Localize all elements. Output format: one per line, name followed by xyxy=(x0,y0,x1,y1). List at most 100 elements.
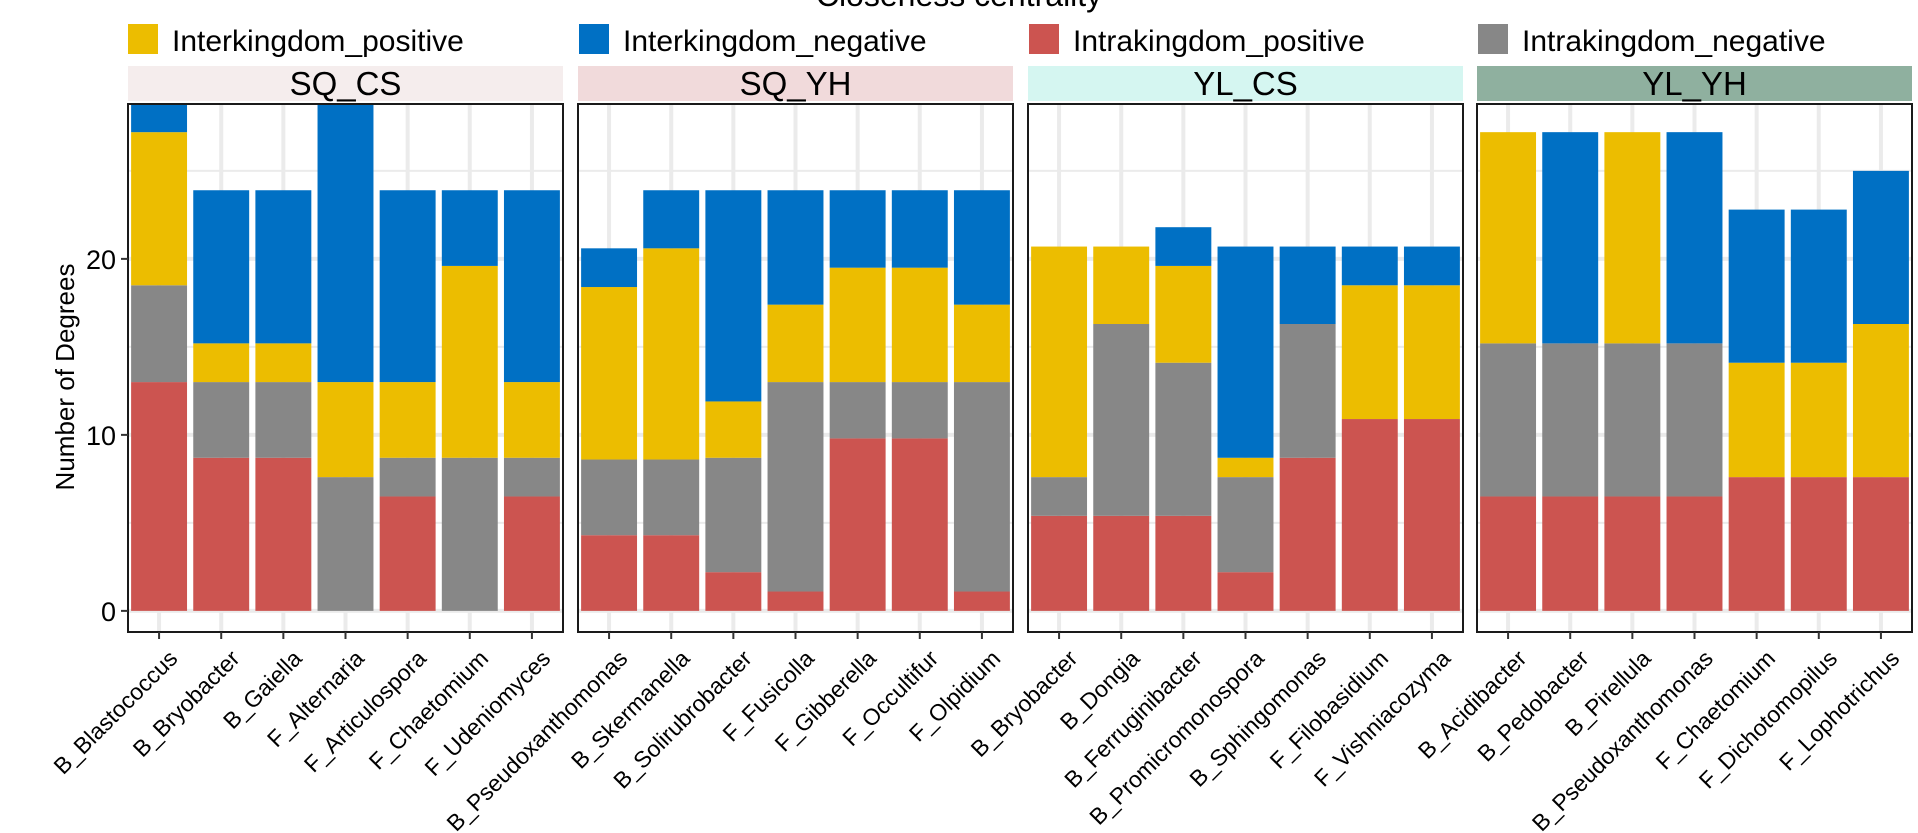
bar-segment-inter-pos xyxy=(1217,457,1274,478)
legend-label-interkingdom_negative: Interkingdom_negative xyxy=(623,25,927,58)
bar-segment-intra-pos xyxy=(131,382,188,611)
panel-yl-yh: YL_YHB_AcidibacterB_PedobacterB_Pirellul… xyxy=(1413,65,1913,833)
bar-segment-intra-neg xyxy=(829,382,886,439)
y-axis: 0 10 20 xyxy=(86,245,128,627)
bar-segment-intra-pos xyxy=(1155,515,1212,611)
facet-panels: SQ_CSB_BlastococcusB_BryobacterB_Gaiella… xyxy=(48,65,1913,833)
bar-segment-intra-neg xyxy=(1031,477,1088,516)
facet-label: YL_YH xyxy=(1642,65,1747,102)
bar-segment-intra-pos xyxy=(1217,572,1274,611)
bars xyxy=(1031,227,1460,611)
bar-segment-intra-pos xyxy=(1542,496,1599,611)
bar-segment-intra-pos xyxy=(1093,515,1150,611)
bar-segment-intra-pos xyxy=(1031,515,1088,611)
bar-segment-intra-pos xyxy=(705,572,762,611)
bar-segment-inter-neg xyxy=(1728,209,1785,363)
bar-segment-inter-pos xyxy=(1480,132,1537,344)
bar-segment-intra-pos xyxy=(1852,477,1909,611)
bar-segment-inter-pos xyxy=(643,248,700,460)
bar-segment-inter-neg xyxy=(317,104,374,383)
bar-segment-intra-neg xyxy=(1666,343,1723,497)
bar-segment-inter-pos xyxy=(255,343,312,383)
bars xyxy=(581,190,1010,611)
bar-segment-inter-pos xyxy=(1604,132,1661,344)
legend-swatch-interkingdom_positive xyxy=(128,24,158,54)
bar-segment-inter-pos xyxy=(1341,285,1398,420)
bar-segment-intra-neg xyxy=(255,382,312,458)
bar-segment-inter-neg xyxy=(1403,246,1460,286)
bar-segment-intra-neg xyxy=(379,457,436,497)
bar-segment-inter-pos xyxy=(767,304,824,383)
bar-segment-intra-pos xyxy=(581,535,638,611)
bar-segment-intra-pos xyxy=(1604,496,1661,611)
bar-segment-intra-neg xyxy=(1542,343,1599,497)
bar-segment-intra-neg xyxy=(643,459,700,536)
bar-segment-inter-pos xyxy=(131,132,188,286)
bar-segment-intra-neg xyxy=(503,457,560,497)
bar-segment-inter-neg xyxy=(193,190,250,344)
bar-segment-intra-pos xyxy=(1403,419,1460,611)
legend-swatch-intrakingdom_negative xyxy=(1478,24,1508,54)
bar-segment-inter-neg xyxy=(503,190,560,383)
bar-segment-intra-neg xyxy=(1155,362,1212,516)
facet-strip xyxy=(1477,66,1912,101)
bars xyxy=(131,104,560,611)
bar-segment-inter-pos xyxy=(1155,265,1212,363)
bar-segment-inter-neg xyxy=(767,190,824,305)
y-tick-label: 10 xyxy=(86,421,116,451)
facet-label: SQ_YH xyxy=(740,65,852,102)
bar-segment-inter-neg xyxy=(379,190,436,383)
bar-segment-intra-neg xyxy=(891,382,948,439)
legend-label-interkingdom_positive: Interkingdom_positive xyxy=(172,25,464,58)
facet-strip xyxy=(1028,66,1463,101)
bar-segment-intra-pos xyxy=(1480,496,1537,611)
bar-segment-intra-neg xyxy=(581,459,638,536)
bar-segment-intra-neg xyxy=(1480,343,1537,497)
legend: Interkingdom_positive Interkingdom_negati… xyxy=(128,24,1826,58)
bar-segment-inter-neg xyxy=(1666,132,1723,344)
bar-segment-inter-pos xyxy=(1852,324,1909,478)
facet-label: YL_CS xyxy=(1193,65,1298,102)
bar-segment-inter-pos xyxy=(317,382,374,478)
facet-label: SQ_CS xyxy=(290,65,402,102)
bar-segment-inter-pos xyxy=(953,304,1010,383)
panel-yl-cs: YL_CSB_BryobacterB_DongiaB_Ferruginibact… xyxy=(966,65,1464,830)
bar-segment-inter-neg xyxy=(441,190,498,266)
bars xyxy=(1480,132,1909,611)
bar-segment-intra-pos xyxy=(1790,477,1847,611)
bar-segment-inter-neg xyxy=(1155,227,1212,266)
bar-segment-inter-neg xyxy=(1217,246,1274,458)
bar-segment-intra-neg xyxy=(953,382,1010,592)
bar-segment-inter-pos xyxy=(1790,362,1847,478)
y-axis-title: Number of Degrees xyxy=(50,264,80,491)
legend-swatch-interkingdom_negative xyxy=(579,24,609,54)
bar-segment-inter-pos xyxy=(379,382,436,458)
bar-segment-intra-neg xyxy=(1093,324,1150,516)
panel-sq-cs: SQ_CSB_BlastococcusB_BryobacterB_Gaiella… xyxy=(48,65,564,781)
bar-segment-intra-pos xyxy=(379,496,436,611)
bar-segment-inter-neg xyxy=(131,104,188,133)
bar-segment-inter-neg xyxy=(1341,246,1398,286)
bar-segment-intra-pos xyxy=(503,496,560,611)
bar-segment-inter-neg xyxy=(891,190,948,268)
bar-segment-intra-neg xyxy=(131,285,188,383)
bar-segment-inter-neg xyxy=(1542,132,1599,344)
bar-segment-inter-pos xyxy=(829,267,886,383)
bar-segment-intra-neg xyxy=(767,382,824,592)
bar-segment-intra-neg xyxy=(317,477,374,611)
bar-segment-inter-neg xyxy=(1852,170,1909,324)
bar-segment-inter-neg xyxy=(829,190,886,268)
bar-segment-intra-pos xyxy=(193,457,250,611)
bar-segment-inter-pos xyxy=(193,343,250,383)
bar-segment-intra-pos xyxy=(953,591,1010,611)
bar-segment-inter-neg xyxy=(953,190,1010,305)
bar-segment-intra-neg xyxy=(1279,324,1336,458)
bar-segment-inter-pos xyxy=(441,265,498,458)
facet-strip xyxy=(578,66,1013,101)
bar-segment-intra-pos xyxy=(643,535,700,611)
legend-label-intrakingdom_negative: Intrakingdom_negative xyxy=(1522,25,1826,58)
bar-segment-inter-pos xyxy=(1031,246,1088,478)
bar-segment-inter-pos xyxy=(891,267,948,383)
bar-segment-intra-neg xyxy=(705,457,762,573)
